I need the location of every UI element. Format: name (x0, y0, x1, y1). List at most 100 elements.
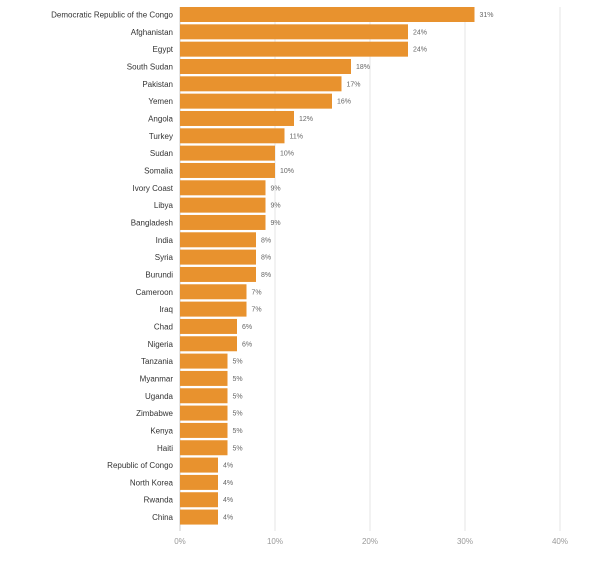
value-label: 4% (223, 463, 233, 470)
value-label: 9% (271, 220, 281, 227)
bar (180, 128, 285, 144)
value-label: 7% (252, 289, 262, 296)
bar (180, 457, 218, 473)
value-labels: 31% 24% 24% 18% 17% 16% 12% 11% 10% 10% 9% 9% 9% 8% 8%… (223, 12, 494, 522)
category-label: Bangladesh (131, 218, 173, 227)
category-label: Uganda (145, 392, 174, 401)
category-label: Zimbabwe (136, 409, 173, 418)
bar (180, 474, 218, 490)
bar (180, 93, 332, 109)
value-label: 5% (233, 359, 243, 366)
value-label: 6% (242, 324, 252, 331)
value-label: 16% (337, 99, 351, 106)
category-label: Iraq (159, 305, 173, 314)
x-tick-label: 0% (174, 537, 186, 546)
category-label: Democratic Republic of the Congo (51, 11, 173, 20)
value-label: 4% (223, 480, 233, 487)
bar (180, 336, 237, 352)
bar (180, 249, 256, 265)
bar (180, 197, 266, 213)
value-label: 9% (271, 203, 281, 210)
value-label: 5% (233, 445, 243, 452)
bar (180, 509, 218, 525)
value-label: 5% (233, 393, 243, 400)
value-label: 4% (223, 497, 233, 504)
value-label: 5% (233, 376, 243, 383)
value-label: 5% (233, 411, 243, 418)
bar (180, 145, 275, 161)
value-label: 8% (261, 237, 271, 244)
category-label: Myanmar (140, 374, 174, 383)
category-label: Yemen (148, 97, 173, 106)
value-label: 18% (356, 64, 370, 71)
bar (180, 24, 408, 40)
value-label: 4% (223, 515, 233, 522)
value-label: 6% (242, 341, 252, 348)
value-label: 8% (261, 272, 271, 279)
category-label: Sudan (150, 149, 173, 158)
category-label: North Korea (130, 478, 174, 487)
value-label: 17% (347, 81, 361, 88)
category-label: Republic of Congo (107, 461, 173, 470)
category-label: Chad (154, 322, 173, 331)
value-label: 10% (280, 168, 294, 175)
category-label: Angola (148, 114, 173, 123)
category-label: Tanzania (141, 357, 174, 366)
category-label: Rwanda (144, 496, 174, 505)
category-labels: Democratic Republic of the Congo Afghanis… (51, 11, 174, 523)
x-axis-tick-labels: 0% 10% 20% 30% 40% (174, 537, 568, 546)
category-label: Somalia (144, 166, 173, 175)
category-label: South Sudan (127, 62, 173, 71)
category-label: China (152, 513, 173, 522)
bar (180, 405, 228, 421)
bar (180, 422, 228, 438)
value-label: 8% (261, 255, 271, 262)
value-label: 12% (299, 116, 313, 123)
bar (180, 284, 247, 300)
x-tick-label: 30% (457, 537, 473, 546)
value-label: 11% (290, 133, 304, 140)
x-tick-label: 40% (552, 537, 568, 546)
value-label: 10% (280, 151, 294, 158)
value-label: 9% (271, 185, 281, 192)
category-label: Pakistan (142, 80, 173, 89)
value-label: 31% (480, 12, 494, 19)
category-label: Ivory Coast (133, 184, 174, 193)
category-label: Afghanistan (131, 28, 173, 37)
category-label: Turkey (149, 132, 173, 141)
bar (180, 162, 275, 178)
category-label: India (156, 236, 174, 245)
category-label: Cameroon (136, 288, 173, 297)
bar (180, 7, 475, 22)
category-label: Haiti (157, 444, 173, 453)
x-tick-label: 20% (362, 537, 378, 546)
bar (180, 58, 351, 74)
category-label: Kenya (150, 426, 173, 435)
value-label: 24% (413, 47, 427, 54)
value-label: 24% (413, 29, 427, 36)
bar (180, 353, 228, 369)
category-label: Libya (154, 201, 174, 210)
bar (180, 492, 218, 508)
bar (180, 370, 228, 386)
bar (180, 266, 256, 282)
category-label: Burundi (145, 270, 173, 279)
bar (180, 318, 237, 334)
bar (180, 232, 256, 248)
value-label: 5% (233, 428, 243, 435)
value-label: 7% (252, 307, 262, 314)
bar (180, 76, 342, 92)
category-label: Nigeria (148, 340, 174, 349)
bar (180, 180, 266, 196)
bar (180, 301, 247, 317)
category-label: Syria (155, 253, 174, 262)
x-tick-label: 10% (267, 537, 283, 546)
category-label: Egypt (153, 45, 174, 54)
bar (180, 41, 408, 57)
bar (180, 440, 228, 456)
bar (180, 214, 266, 230)
bars (180, 7, 475, 525)
bar (180, 110, 294, 126)
